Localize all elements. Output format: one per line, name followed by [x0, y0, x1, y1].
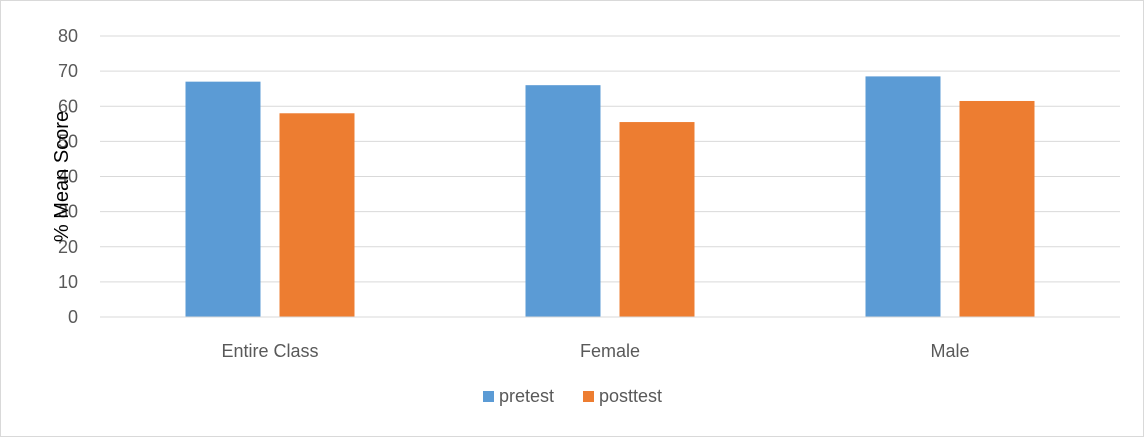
y-tick-label: 20	[58, 237, 78, 257]
legend-swatch	[483, 391, 494, 402]
bar-pretest-2	[865, 76, 941, 317]
legend: pretest posttest	[483, 386, 662, 406]
legend-label: pretest	[499, 386, 554, 406]
bar-posttest-0	[279, 113, 355, 318]
y-axis-title: % Mean Score	[51, 111, 73, 242]
legend-label: posttest	[599, 386, 662, 406]
y-tick-label: 30	[58, 202, 78, 222]
legend-swatch	[583, 391, 594, 402]
y-tick-label: 40	[58, 167, 78, 187]
bar-pretest-1	[525, 85, 601, 317]
y-tick-label: 10	[58, 272, 78, 292]
x-tick-label: Male	[930, 341, 969, 361]
y-tick-label: 50	[58, 131, 78, 151]
bar-posttest-2	[959, 100, 1035, 317]
x-tick-label: Female	[580, 341, 640, 361]
x-tick-label: Entire Class	[221, 341, 318, 361]
x-axis-ticks: Entire Class Female Male	[221, 341, 969, 361]
y-tick-label: 70	[58, 61, 78, 81]
y-tick-label: 80	[58, 26, 78, 46]
legend-item-pretest: pretest	[483, 386, 554, 406]
bars	[100, 76, 1120, 318]
y-tick-label: 60	[58, 96, 78, 116]
bar-pretest-0	[185, 81, 261, 317]
y-tick-label: 0	[68, 307, 78, 327]
y-axis-ticks: 0 10 20 30 40 50 60 70 80	[58, 26, 78, 327]
legend-item-posttest: posttest	[583, 386, 662, 406]
gridlines	[100, 35, 1120, 318]
bar-posttest-1	[619, 122, 695, 318]
